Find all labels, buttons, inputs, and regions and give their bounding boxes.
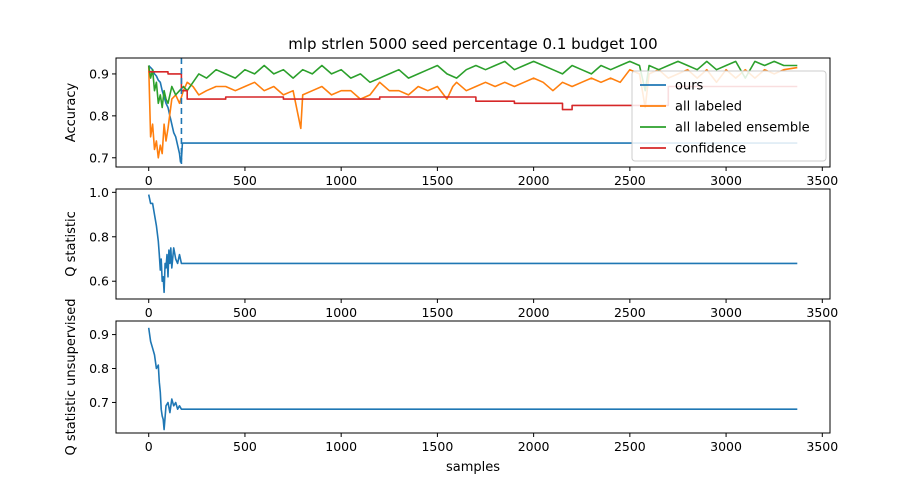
series-line-ours	[148, 64, 798, 163]
x-tick-label: 3000	[710, 173, 742, 188]
legend-label: all labeled	[675, 100, 742, 115]
x-tick-label: 0	[145, 305, 153, 320]
y-tick-label: 0.8	[89, 108, 109, 123]
x-tick-label: 2000	[518, 439, 550, 454]
x-tick-label: 1500	[421, 173, 453, 188]
x-tick-label: 3000	[710, 305, 742, 320]
x-tick-label: 500	[233, 173, 257, 188]
x-tick-label: 2000	[518, 173, 550, 188]
x-tick-label: 1000	[325, 305, 357, 320]
series-line-q-1	[147, 194, 798, 294]
x-tick-label: 1500	[421, 305, 453, 320]
y-tick-label: 0.6	[89, 274, 109, 289]
series-line-q-2	[147, 327, 798, 431]
y-tick-label: 0.8	[89, 361, 109, 376]
series-line-confidence	[148, 71, 798, 111]
x-tick-label: 2500	[614, 439, 646, 454]
legend: ours all labeled all labeled ensemble confi…	[631, 70, 827, 162]
x-tick-label: 0	[145, 173, 153, 188]
legend-label: all labeled ensemble	[675, 121, 810, 136]
x-tick-label: 3500	[806, 305, 838, 320]
y-tick-label: 0.7	[89, 150, 109, 165]
x-tick-label: 3000	[710, 439, 742, 454]
legend-box	[631, 70, 827, 162]
plot-frame	[115, 188, 831, 300]
q-statistic-panel: 0 500 1000 1500 2000 2500 3000 3500 0.6 0.8 1.0 Q s…	[64, 185, 838, 320]
x-tick-label: 1000	[325, 439, 357, 454]
plot-frame	[115, 320, 831, 434]
x-tick-label: 0	[145, 439, 153, 454]
y-tick-label: 0.8	[89, 229, 109, 244]
legend-label: confidence	[675, 142, 746, 157]
plot-frame	[115, 57, 831, 168]
x-tick-label: 2000	[518, 305, 550, 320]
y-tick-label: 0.9	[89, 66, 109, 81]
y-axis-label: Accuracy	[64, 83, 79, 143]
y-tick-label: 1.0	[89, 185, 109, 200]
x-tick-label: 500	[233, 305, 257, 320]
x-tick-label: 1500	[421, 439, 453, 454]
x-tick-label: 500	[233, 439, 257, 454]
y-tick-label: 0.7	[89, 395, 109, 410]
x-tick-label: 2500	[614, 305, 646, 320]
chart-title: mlp strlen 5000 seed percentage 0.1 budg…	[288, 35, 657, 53]
y-axis-label: Q statistic unsupervised	[64, 298, 79, 455]
x-tick-label: 3500	[806, 173, 838, 188]
y-tick-label: 0.9	[89, 327, 109, 342]
x-tick-label: 3500	[806, 439, 838, 454]
q-statistic-unsupervised-panel: 0 500 1000 1500 2000 2500 3000 3500 0.7 0.8 0.9 Q s…	[64, 298, 838, 455]
x-tick-label: 2500	[614, 173, 646, 188]
x-tick-label: 1000	[325, 173, 357, 188]
x-axis-label: samples	[446, 460, 500, 475]
y-axis-label: Q statistic	[64, 211, 79, 277]
legend-label: ours	[675, 79, 704, 94]
accuracy-panel: 0 500 1000 1500 2000 2500 3000 3500 0.7 0.8 0.9 Acc…	[64, 57, 838, 188]
